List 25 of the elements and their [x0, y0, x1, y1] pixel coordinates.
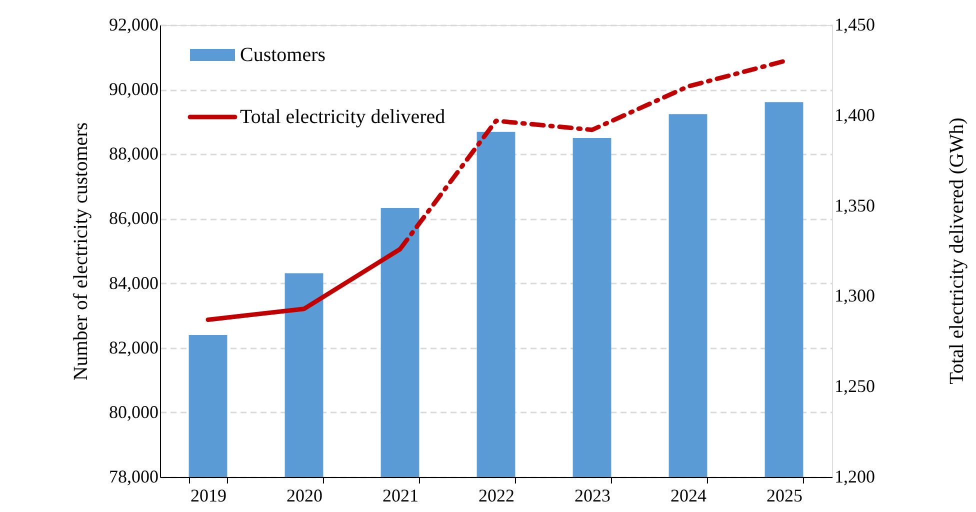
y-tick-label: 82,000: [109, 337, 158, 358]
y-tick-label: 90,000: [109, 79, 158, 100]
y2-tick-label: 1,200: [834, 466, 875, 486]
x-tick-label: 2024: [670, 486, 706, 506]
legend-label: Customers: [240, 44, 326, 66]
x-tick-label: 2025: [766, 486, 802, 506]
x-tick-label: 2022: [478, 486, 514, 506]
y-tick-label: 84,000: [109, 272, 158, 293]
y-tick-label: 88,000: [109, 144, 158, 164]
x-tick-label: 2020: [286, 486, 322, 506]
x-tick-label: 2019: [190, 486, 226, 506]
legend-label: Total electricity delivered: [240, 106, 446, 128]
y2-tick-label: 1,250: [834, 376, 875, 396]
y2-tick-label: 1,450: [834, 14, 875, 34]
x-tick-label: 2023: [574, 486, 610, 506]
y-axis-title: Number of electricity customers: [70, 122, 92, 381]
y2-tick-label: 1,300: [834, 286, 875, 306]
y-tick-label: 80,000: [109, 402, 158, 422]
y-tick-label: 86,000: [109, 208, 158, 228]
y2-tick-label: 1,400: [834, 104, 875, 125]
y-tick-label: 78,000: [109, 466, 158, 486]
y2-tick-label: 1,350: [834, 195, 875, 216]
x-tick-label: 2021: [382, 486, 418, 506]
y2-axis-title: Total electricity delivered (GWh): [946, 118, 968, 384]
y-tick-label: 92,000: [109, 14, 158, 34]
